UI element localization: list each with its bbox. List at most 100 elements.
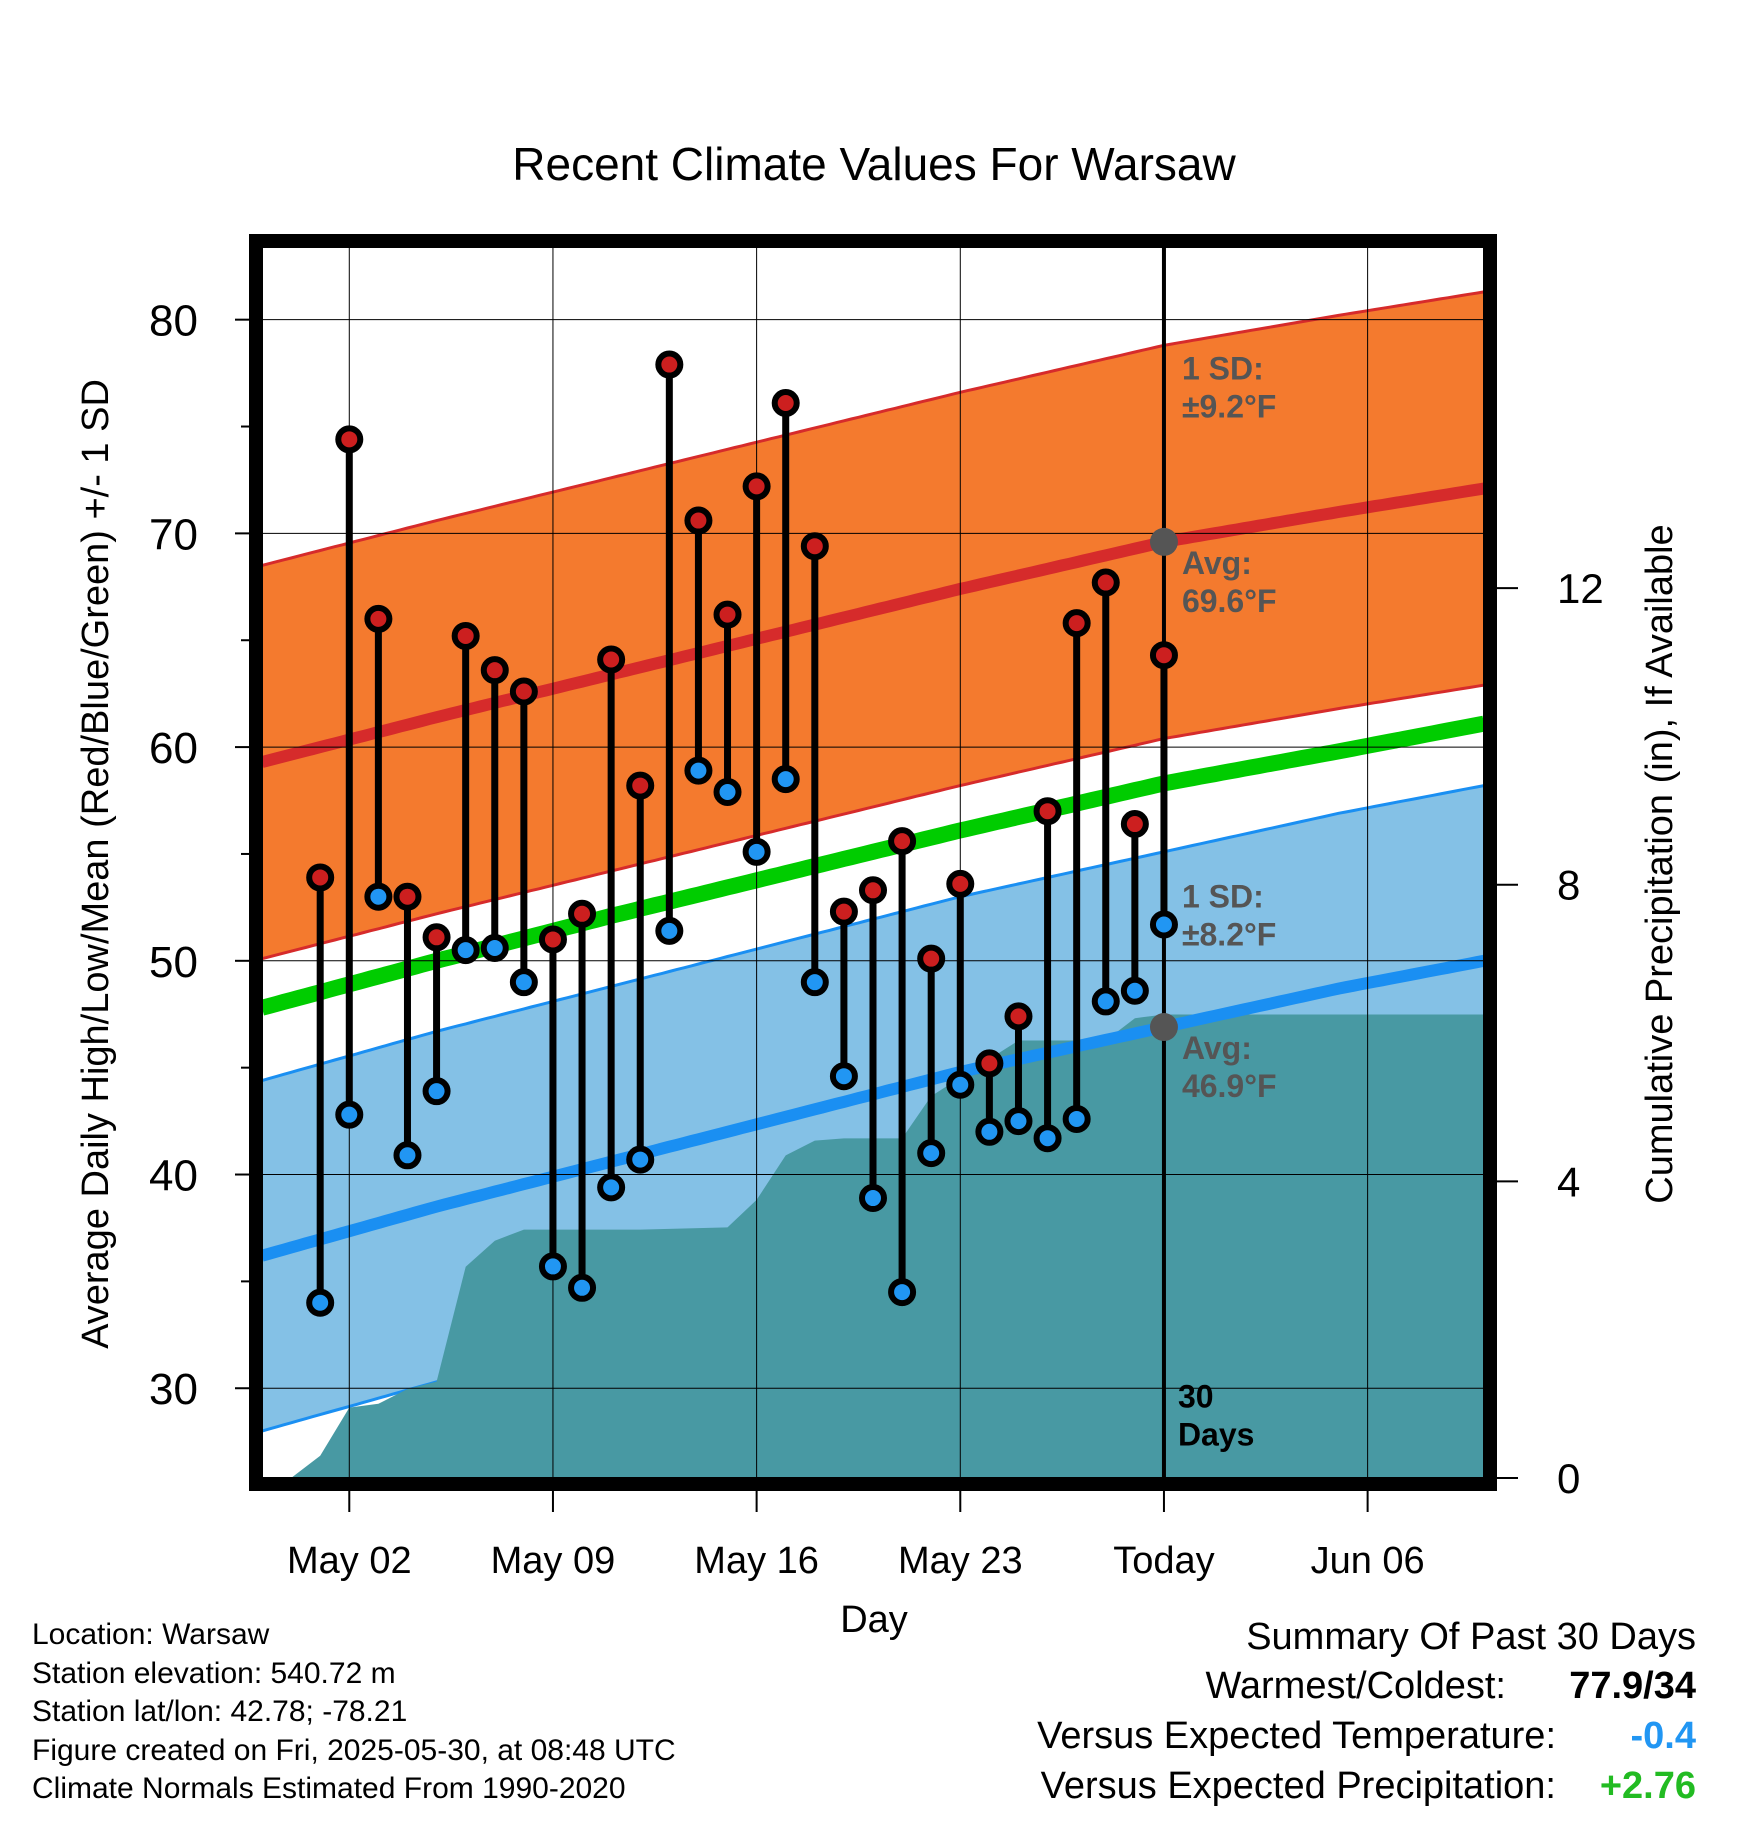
low-sd-annotation: 1 SD: ±8.2°F [1182, 878, 1276, 952]
obs-low-point [742, 837, 771, 866]
plot-frame [249, 234, 1497, 1491]
obs-high-point [829, 897, 858, 926]
obs-low-point [538, 1252, 567, 1281]
y-axis-label: Average Daily High/Low/Mean (Red/Blue/Gr… [75, 379, 117, 1349]
x-tick-label: Jun 06 [1311, 1540, 1425, 1582]
obs-high-point [393, 882, 422, 911]
created-text: Figure created on Fri, 2025-05-30, at 08… [32, 1733, 676, 1767]
obs-high-point [1004, 1002, 1033, 1031]
days-annotation-line: Days [1178, 1416, 1255, 1452]
days-annotation-line: 30 [1178, 1378, 1214, 1414]
low-sd-annotation-line: 1 SD: [1182, 878, 1264, 914]
y2-tick-label: 4 [1557, 1158, 1580, 1205]
station-info: Location: Warsaw Station elevation: 540.… [32, 1616, 676, 1809]
obs-low-point [888, 1278, 917, 1307]
obs-high-point [1033, 797, 1062, 826]
temp-deviation-value: -0.4 [1630, 1715, 1696, 1757]
obs-high-point [597, 645, 626, 674]
days-annotation: 30 Days [1178, 1378, 1255, 1452]
obs-high-point [946, 869, 975, 898]
obs-high-point [568, 899, 597, 928]
obs-low-point [509, 968, 538, 997]
obs-low-point [393, 1141, 422, 1170]
obs-low-point [364, 882, 393, 911]
obs-low-point [568, 1273, 597, 1302]
obs-low-point [975, 1117, 1004, 1146]
obs-low-point [626, 1145, 655, 1174]
obs-low-point [306, 1288, 335, 1317]
obs-low-point [1062, 1104, 1091, 1133]
obs-high-point [626, 771, 655, 800]
obs-high-point [975, 1049, 1004, 1078]
obs-high-point [364, 604, 393, 633]
y2-axis-label: Cumulative Precipitation (in), If Availa… [1639, 524, 1681, 1203]
obs-high-point [800, 532, 829, 561]
warmest-coldest-row: Warmest/Coldest: 77.9/34 [796, 1661, 1696, 1711]
obs-low-point [451, 936, 480, 965]
obs-low-point [829, 1062, 858, 1091]
obs-low-point [917, 1139, 946, 1168]
obs-low-point [1033, 1124, 1062, 1153]
warmest-coldest-value: 77.9/34 [1569, 1665, 1696, 1707]
obs-low-point [480, 933, 509, 962]
obs-high-point [538, 925, 567, 954]
obs-high-point [713, 600, 742, 629]
obs-high-point [509, 677, 538, 706]
obs-high-point [917, 944, 946, 973]
y-tick-label: 70 [149, 510, 198, 559]
x-tick-label: May 09 [491, 1540, 616, 1582]
chart-title: Recent Climate Values For Warsaw [512, 138, 1236, 190]
precip-deviation-row: Versus Expected Precipitation: +2.76 [796, 1761, 1696, 1811]
obs-low-point [859, 1184, 887, 1213]
obs-high-point [1120, 810, 1149, 839]
obs-low-point [422, 1077, 451, 1106]
x-axis-label: Day [840, 1599, 908, 1641]
obs-low-point [335, 1100, 364, 1129]
obs-low-point [597, 1173, 626, 1202]
high-sd-upper-edge [262, 290, 1484, 567]
obs-high-point [684, 506, 713, 535]
obs-low-point [1149, 910, 1178, 939]
y2-tick-label: 12 [1557, 565, 1604, 612]
obs-high-point [451, 621, 480, 650]
x-tick-label: May 23 [898, 1540, 1023, 1582]
y2-tick-label: 8 [1557, 862, 1580, 909]
obs-high-point [335, 425, 364, 454]
precip-deviation-value: +2.76 [1599, 1765, 1696, 1807]
obs-high-point [859, 876, 887, 905]
obs-high-point [1062, 609, 1091, 638]
obs-low-point [800, 968, 829, 997]
summary-panel: Summary Of Past 30 Days Warmest/Coldest:… [796, 1613, 1696, 1811]
obs-high-point [888, 827, 917, 856]
y2-tick-label: 0 [1557, 1455, 1580, 1502]
normals-text: Climate Normals Estimated From 1990-2020 [32, 1772, 626, 1805]
x-tick-label: May 02 [287, 1540, 412, 1582]
high-avg-annotation-line: Avg: [1182, 545, 1252, 581]
location-text: Location: Warsaw [32, 1618, 270, 1651]
y-tick-label: 40 [149, 1152, 198, 1201]
high-sd-annotation-line: ±9.2°F [1182, 389, 1276, 425]
obs-low-point [1120, 976, 1149, 1005]
obs-high-point [655, 350, 684, 379]
obs-low-point [1091, 987, 1120, 1016]
low-avg-annotation: Avg: 46.9°F [1182, 1030, 1277, 1104]
high-sd-band [262, 291, 1484, 959]
summary-title: Summary Of Past 30 Days [1246, 1616, 1696, 1658]
x-tick-label: May 16 [694, 1540, 819, 1582]
obs-low-point [946, 1070, 975, 1099]
low-avg-annotation-line: 46.9°F [1182, 1068, 1277, 1104]
precip-deviation-label: Versus Expected Precipitation: [1040, 1765, 1556, 1807]
y-tick-label: 80 [149, 297, 198, 346]
elevation-text: Station elevation: 540.72 m [32, 1656, 396, 1690]
obs-low-point [713, 777, 742, 806]
today-low-avg-marker [1149, 1013, 1178, 1042]
obs-high-point [306, 863, 335, 892]
y-tick-label: 50 [149, 938, 198, 987]
obs-high-point [742, 472, 771, 501]
obs-high-point [1149, 641, 1178, 670]
today-high-avg-marker [1149, 527, 1178, 556]
obs-high-point [422, 923, 451, 952]
